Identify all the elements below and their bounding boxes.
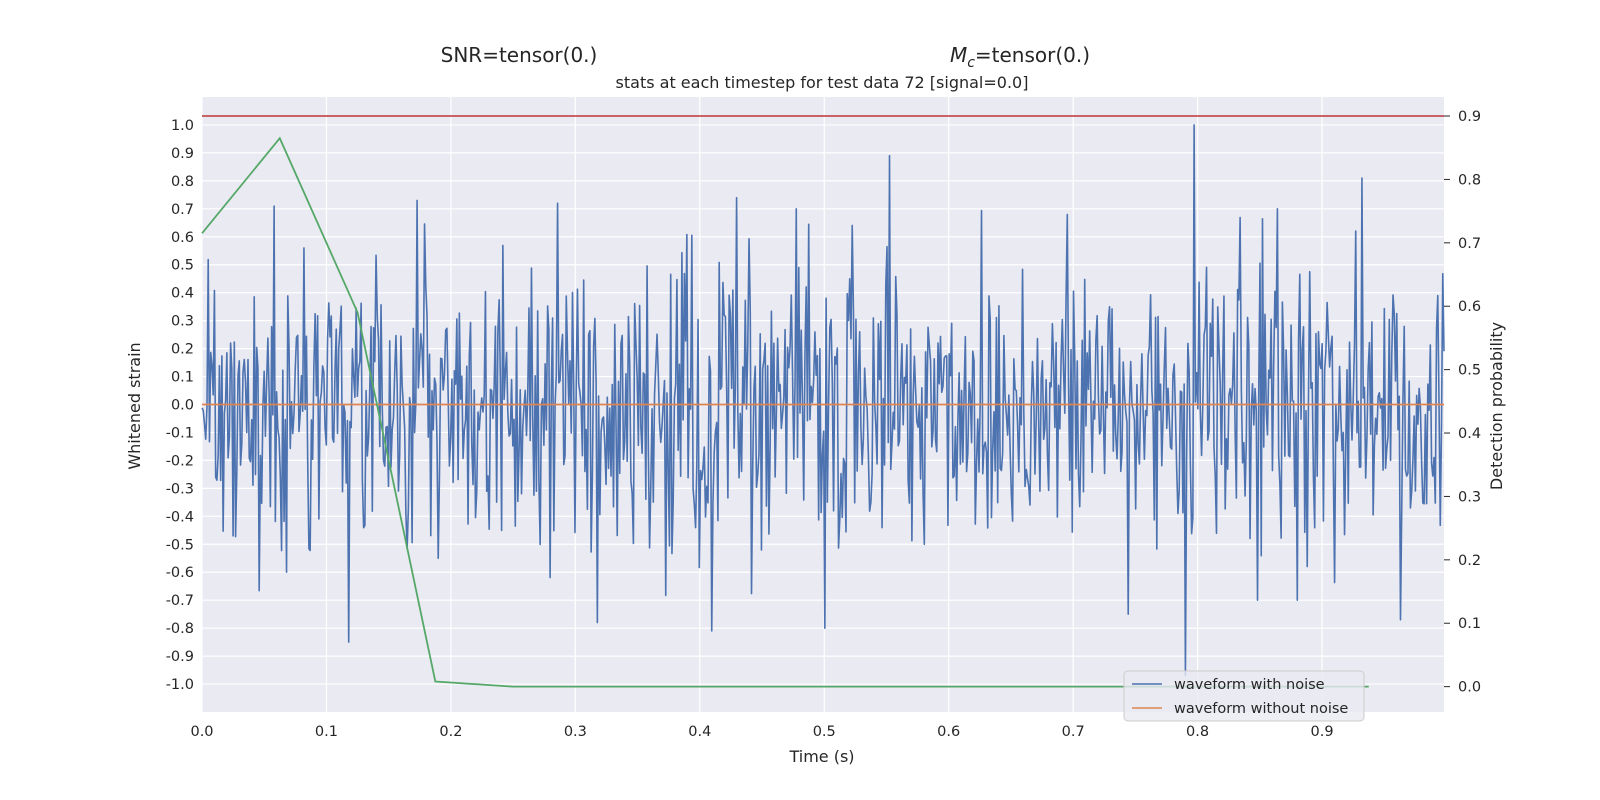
y-right-axis-label: Detection probability — [1487, 322, 1506, 490]
legend: waveform with noise waveform without noi… — [1123, 670, 1365, 722]
y-left-tick-label: -1.0 — [166, 677, 194, 693]
x-tick-label: 0.3 — [564, 724, 587, 740]
legend-label-clean: waveform without noise — [1174, 701, 1348, 717]
y-left-tick-label: 0.3 — [171, 314, 194, 330]
y-right-tick-label: 0.5 — [1458, 363, 1481, 379]
x-tick-label: 0.4 — [688, 724, 711, 740]
y-left-tick-label: -0.5 — [166, 537, 194, 553]
y-left-tick-label: 0.9 — [171, 146, 194, 162]
y-right-tick-label: 0.7 — [1458, 236, 1481, 252]
y-right-tick-label: 0.9 — [1458, 109, 1481, 125]
chirp-mass-symbol: M — [950, 43, 967, 67]
legend-label-noise: waveform with noise — [1174, 677, 1325, 693]
x-tick-label: 0.6 — [937, 724, 960, 740]
y-left-tick-label: 0.8 — [171, 174, 194, 190]
y-left-axis-ticks: 1.0 0.9 0.8 0.7 0.6 0.5 0.4 0.3 0.2 0.1 0.0 -0.1 -0.… — [166, 118, 194, 693]
y-left-tick-label: 0.6 — [171, 230, 194, 246]
y-left-tick-label: -0.7 — [166, 593, 194, 609]
y-left-tick-label: 1.0 — [171, 118, 194, 134]
x-tick-label: 0.2 — [439, 724, 462, 740]
y-left-tick-label: -0.4 — [166, 509, 194, 525]
y-left-tick-label: 0.7 — [171, 202, 194, 218]
chirp-mass-subscript: c — [967, 55, 975, 71]
x-tick-label: 0.5 — [813, 724, 836, 740]
x-axis-label: Time (s) — [788, 747, 854, 766]
chirp-mass-header: Mc=tensor(0.) — [950, 43, 1090, 71]
y-left-tick-label: 0.2 — [171, 342, 194, 358]
y-left-tick-label: 0.1 — [171, 370, 194, 386]
legend-box — [1123, 670, 1365, 722]
series-waveform-with-noise — [201, 124, 1445, 677]
x-tick-label: 0.9 — [1311, 724, 1334, 740]
y-right-tick-label: 0.1 — [1458, 616, 1481, 632]
y-left-axis-label: Whitened strain — [125, 342, 144, 469]
y-right-tick-label: 0.6 — [1458, 299, 1481, 315]
y-left-tick-label: -0.8 — [166, 621, 194, 637]
y-left-tick-label: -0.1 — [166, 425, 194, 441]
y-right-axis-ticks: 0.9 0.8 0.7 0.6 0.5 0.4 0.3 0.2 0.1 0.0 — [1444, 109, 1481, 696]
y-left-tick-label: -0.3 — [166, 481, 194, 497]
chart-title: stats at each timestep for test data 72 … — [616, 73, 1029, 92]
y-left-tick-label: -0.2 — [166, 453, 194, 469]
y-left-tick-label: 0.5 — [171, 258, 194, 274]
y-left-tick-label: -0.9 — [166, 649, 194, 665]
y-right-tick-label: 0.4 — [1458, 426, 1481, 442]
y-right-tick-label: 0.3 — [1458, 489, 1481, 505]
chirp-mass-value: =tensor(0.) — [975, 43, 1090, 67]
x-tick-label: 0.1 — [315, 724, 338, 740]
y-right-tick-label: 0.0 — [1458, 680, 1481, 696]
x-tick-label: 0.8 — [1186, 724, 1209, 740]
y-left-tick-label: -0.6 — [166, 565, 194, 581]
x-axis-ticks: 0.0 0.1 0.2 0.3 0.4 0.5 0.6 0.7 0.8 0.9 — [190, 724, 1333, 740]
y-right-tick-label: 0.2 — [1458, 553, 1481, 569]
snr-header: SNR=tensor(0.) — [441, 43, 598, 67]
x-tick-label: 0.7 — [1062, 724, 1085, 740]
x-tick-label: 0.0 — [190, 724, 213, 740]
y-left-tick-label: 0.0 — [171, 398, 194, 414]
y-left-tick-label: 0.4 — [171, 286, 194, 302]
y-right-tick-label: 0.8 — [1458, 172, 1481, 188]
